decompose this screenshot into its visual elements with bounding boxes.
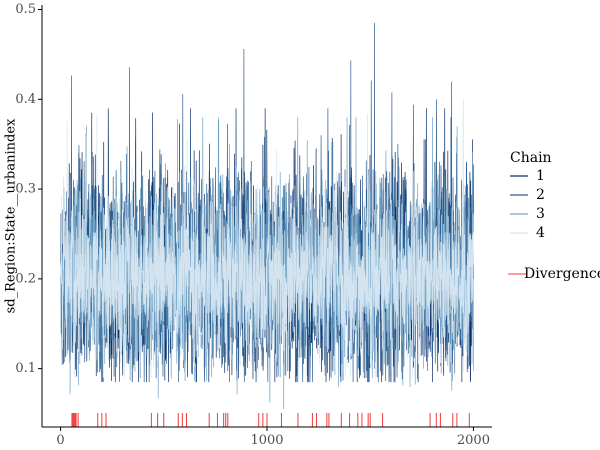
y-tick-label: 0.1 — [15, 361, 36, 376]
y-tick-label: 0.4 — [15, 92, 36, 107]
x-tick-label: 1000 — [250, 433, 283, 448]
y-tick-label: 0.2 — [15, 271, 36, 286]
x-ticks: 0 1000 2000 — [56, 427, 490, 448]
legend-title: Chain — [510, 150, 552, 166]
legend-chain: Chain 1 2 3 4 — [510, 150, 552, 241]
legend-divergence: Divergence — [508, 266, 600, 282]
legend-label-chain-1: 1 — [536, 168, 545, 184]
x-tick-label: 2000 — [457, 433, 490, 448]
legend-label-chain-3: 3 — [536, 206, 545, 222]
legend-label-chain-4: 4 — [536, 225, 545, 241]
legend-items: 1 2 3 4 — [510, 168, 545, 241]
series-layer — [60, 22, 474, 410]
y-axis-label: sd_Region:State__urbanindex — [4, 118, 19, 313]
legend-label-chain-2: 2 — [536, 187, 545, 203]
legend-divergence-label: Divergence — [524, 266, 600, 282]
y-tick-label: 0.3 — [15, 182, 36, 197]
divergence-rug — [71, 413, 470, 427]
y-ticks: 0.1 0.2 0.3 0.4 0.5 — [15, 2, 42, 376]
y-tick-label: 0.5 — [15, 2, 36, 17]
plot-area — [60, 22, 474, 427]
series-line-chain-4 — [60, 99, 474, 378]
x-tick-label: 0 — [56, 433, 64, 448]
